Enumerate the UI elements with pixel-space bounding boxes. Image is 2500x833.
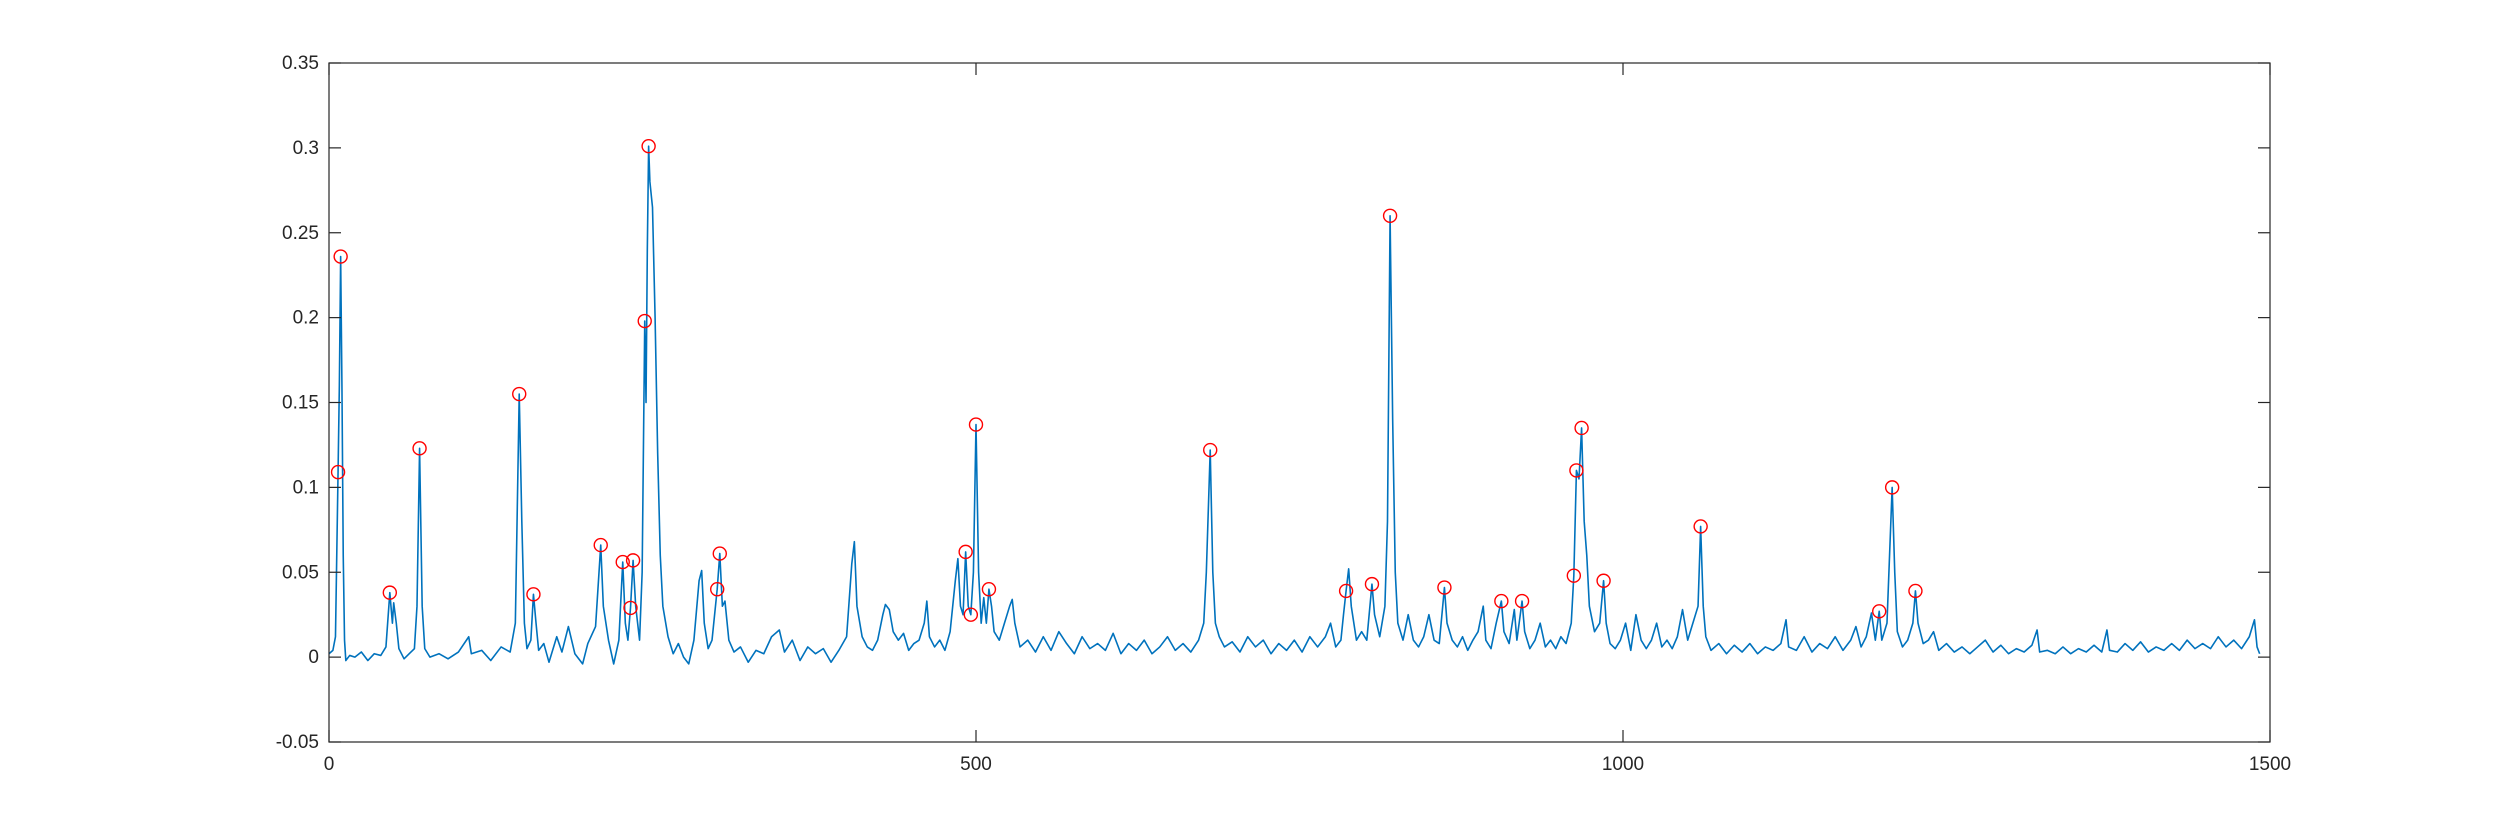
y-tick-label: 0.35 [282, 53, 319, 74]
peak-marker [1382, 208, 1398, 223]
peak-marker [637, 313, 652, 329]
y-tick-label: -0.05 [276, 732, 319, 753]
peak-marker [1364, 576, 1380, 592]
x-tick-label: 500 [960, 754, 992, 775]
peak-marker [625, 553, 641, 568]
peak-marker [1514, 593, 1530, 609]
peak-marker [1574, 420, 1589, 436]
peak-marker [710, 582, 725, 597]
plot-area [328, 138, 2261, 665]
peak-marker [526, 587, 541, 602]
peak-marker [1494, 593, 1509, 609]
peak-marker [963, 607, 979, 622]
y-tick-label: 0.25 [282, 223, 319, 244]
y-tick-label: 0.05 [282, 562, 319, 583]
peak-marker [968, 417, 984, 432]
peak-marker [623, 600, 638, 616]
peak-marker [1437, 580, 1452, 595]
peak-marker [333, 249, 348, 264]
peak-marker [1908, 583, 1923, 599]
x-tick-label: 1500 [2249, 754, 2291, 775]
peak-marker [1596, 573, 1611, 588]
peak-marker [712, 546, 727, 561]
peak-marker [958, 544, 973, 560]
peak-marker [330, 464, 346, 480]
peak-marker [641, 138, 656, 154]
peak-marker [1569, 463, 1584, 478]
y-tick-label: 0 [308, 647, 319, 668]
peak-marker [1203, 442, 1218, 458]
series-line [328, 145, 2261, 665]
peak-marker [615, 554, 630, 570]
peak-marker [1338, 583, 1354, 599]
y-tick-label: 0.15 [282, 393, 319, 414]
peak-marker [1566, 568, 1582, 583]
x-tick-label: 0 [324, 754, 335, 775]
y-tick-label: 0.1 [293, 477, 319, 498]
peak-marker [1693, 519, 1708, 534]
y-tick-label: 0.3 [293, 138, 319, 159]
x-tick-label: 1000 [1602, 754, 1644, 775]
peak-marker [412, 441, 427, 456]
peak-marker [981, 582, 997, 597]
peak-marker [593, 537, 608, 553]
peak-marker [382, 585, 398, 600]
peak-marker [512, 386, 527, 402]
peak-marker [1872, 604, 1887, 619]
peak-marker [1884, 480, 1900, 495]
y-tick-label: 0.2 [293, 308, 319, 329]
